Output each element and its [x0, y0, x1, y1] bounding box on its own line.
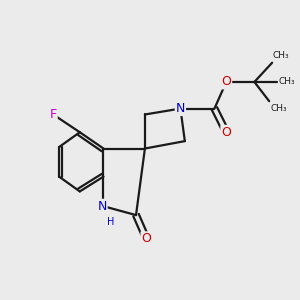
- Text: F: F: [50, 108, 57, 121]
- Text: N: N: [97, 200, 107, 213]
- Text: O: O: [141, 232, 151, 245]
- Text: CH₃: CH₃: [271, 104, 287, 113]
- Text: CH₃: CH₃: [279, 77, 295, 86]
- Text: CH₃: CH₃: [273, 51, 290, 60]
- Text: H: H: [107, 218, 115, 227]
- Text: N: N: [176, 102, 185, 115]
- Text: O: O: [221, 126, 231, 139]
- Text: O: O: [221, 75, 231, 88]
